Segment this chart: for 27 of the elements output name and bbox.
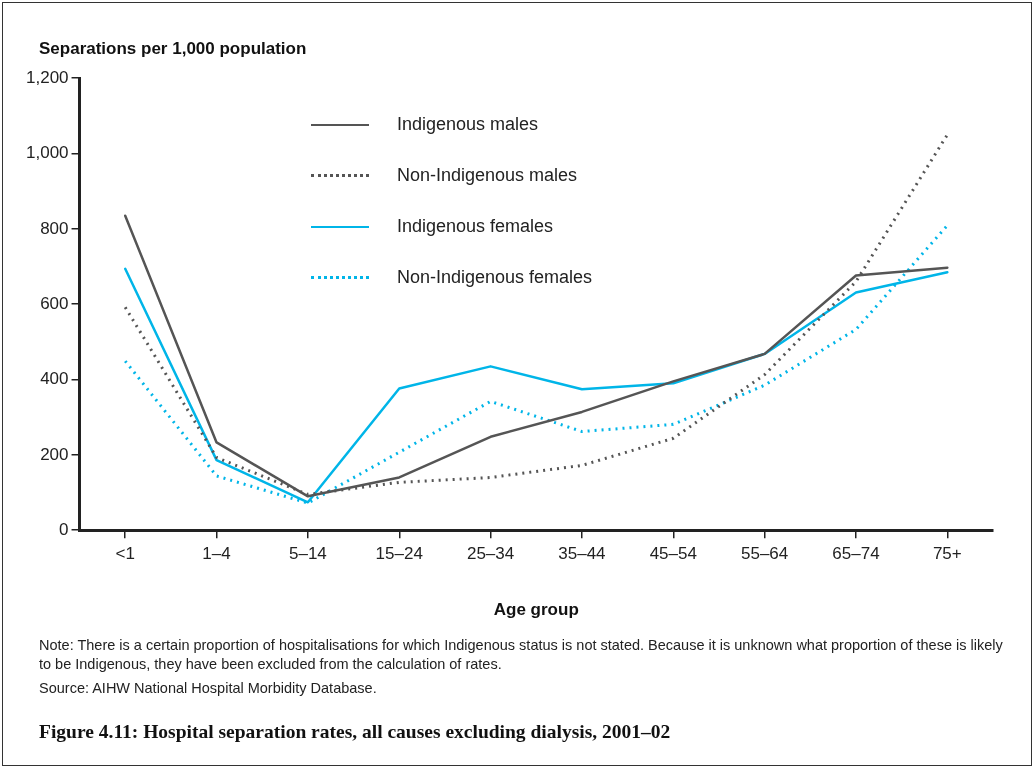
- x-tick-label: 35–44: [558, 544, 606, 564]
- x-axis-title: Age group: [493, 600, 579, 620]
- x-tick-label: 25–34: [466, 544, 515, 564]
- x-tick-label: 45–54: [649, 544, 697, 564]
- x-tick-label: 55–64: [740, 544, 789, 564]
- x-tick-label: 75+: [932, 544, 962, 564]
- legend-label: Indigenous females: [397, 216, 554, 237]
- source-note: Source: AIHW National Hospital Morbidity Database.: [39, 679, 378, 698]
- y-tick-label: 400: [40, 369, 69, 389]
- x-tick-label: 15–24: [375, 544, 423, 564]
- y-axis-title: Separations per 1,000 population: [39, 39, 307, 59]
- x-tick-label: <1: [115, 544, 135, 564]
- y-tick-label: 1,000: [25, 143, 69, 163]
- legend-label: Non-Indigenous males: [397, 165, 578, 186]
- y-tick-label: 800: [40, 218, 69, 238]
- y-tick-label: 200: [40, 444, 69, 464]
- x-tick-label: 1–4: [202, 544, 231, 564]
- text: Note: There is a certain proportion of hospitalisations for which Indigenous status is not stated. Because it is unknown what proportion of these is likely to be Indigenous, they have been excluded from the calculation of rates.: [39, 636, 1004, 674]
- text: Figure 4.11: Hospital separation rates, all causes excluding dialysis, 2001–02: [39, 721, 671, 743]
- y-tick-label: 1,200: [25, 67, 69, 87]
- legend-label: Indigenous males: [397, 114, 539, 135]
- x-tick-label: 65–74: [832, 544, 880, 564]
- y-tick-label: 600: [40, 293, 69, 313]
- y-tick-label: 0: [59, 519, 69, 539]
- x-tick-label: 5–14: [288, 544, 327, 564]
- line-series: [123, 133, 949, 496]
- legend-label: Non-Indigenous females: [397, 267, 593, 288]
